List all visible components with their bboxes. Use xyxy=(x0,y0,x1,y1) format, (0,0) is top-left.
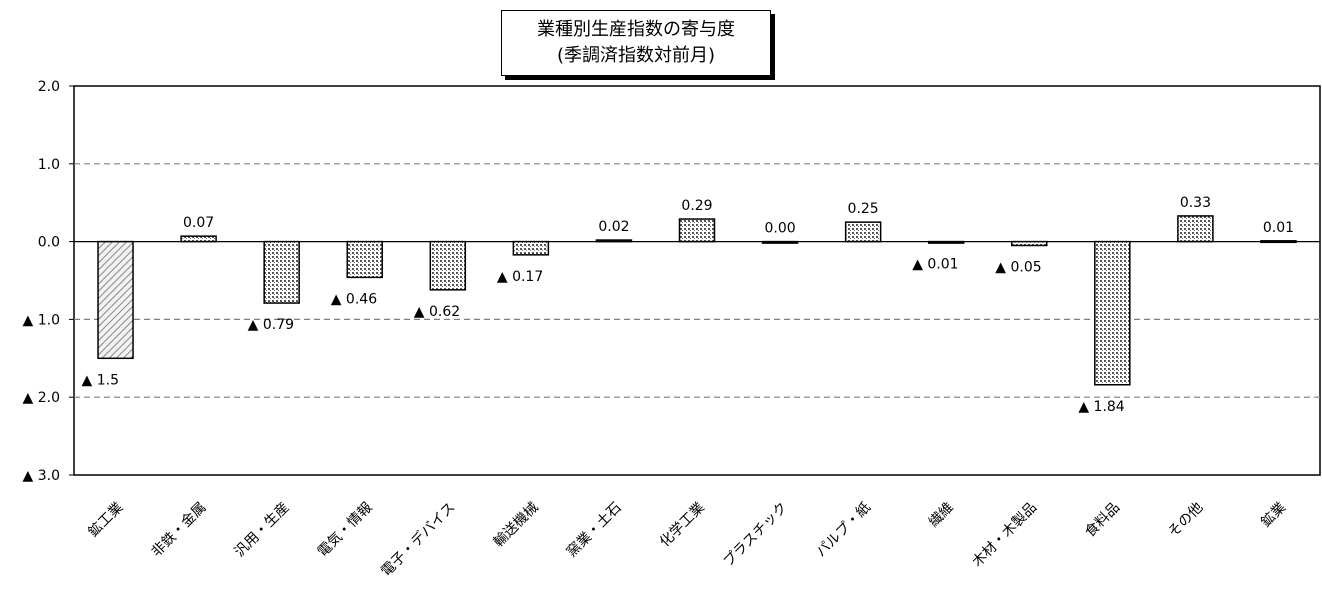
y-tick-label: ▲ 1.0 xyxy=(23,312,60,328)
data-label: 0.02 xyxy=(598,219,629,235)
category-label: 鉱業 xyxy=(1257,499,1289,531)
bar xyxy=(595,239,633,243)
chart-title: 業種別生産指数の寄与度 (季調済指数対前月) xyxy=(501,10,771,76)
category-label: 電気・情報 xyxy=(315,500,376,561)
data-label: ▲ 0.79 xyxy=(248,317,294,333)
y-tick-label: ▲ 3.0 xyxy=(23,468,60,484)
category-label: その他 xyxy=(1165,500,1206,541)
y-tick-label: 2.0 xyxy=(38,79,60,95)
category-label: 食料品 xyxy=(1081,499,1123,541)
chart-title-line-2: (季調済指数対前月) xyxy=(556,45,716,66)
data-label: ▲ 1.84 xyxy=(1078,399,1124,415)
data-label: 0.01 xyxy=(1263,220,1294,236)
data-label: 0.29 xyxy=(681,198,712,214)
bar xyxy=(1094,240,1131,386)
data-label: ▲ 1.5 xyxy=(82,372,119,388)
bar xyxy=(97,240,134,360)
category-label: 窯業・土石 xyxy=(563,499,625,561)
plot-area: 2.0 1.0 0.0 ▲ 1.0 ▲ 2.0 ▲ 3.0 ▲ 1.5 鉱工業 0.07 非鉄・金… xyxy=(23,79,1321,580)
bar xyxy=(1177,215,1214,243)
bar xyxy=(678,218,716,243)
y-tick-label: 1.0 xyxy=(38,157,60,173)
category-label: パルプ・紙 xyxy=(813,500,874,561)
data-label: ▲ 0.46 xyxy=(331,291,377,307)
category-label: 化学工業 xyxy=(657,500,708,551)
bar xyxy=(927,240,965,244)
bar xyxy=(346,240,383,279)
data-label: ▲ 0.17 xyxy=(497,269,543,285)
bar xyxy=(1260,240,1297,244)
category-label: 鉱工業 xyxy=(85,499,127,541)
category-label: 汎用・生産 xyxy=(232,500,293,561)
data-label: ▲ 0.05 xyxy=(995,259,1041,275)
data-label: ▲ 0.62 xyxy=(414,304,460,320)
category-label: 輸送機械 xyxy=(491,500,542,551)
bar xyxy=(761,240,799,244)
bar xyxy=(512,240,550,256)
category-label: 繊維 xyxy=(926,500,957,531)
bar xyxy=(844,221,882,243)
data-label: 0.25 xyxy=(848,201,879,217)
category-label: 木材・木製品 xyxy=(969,500,1040,571)
category-label: 非鉄・金属 xyxy=(149,500,210,561)
plot-border xyxy=(73,85,1321,476)
bar xyxy=(429,240,467,291)
data-label: 0.07 xyxy=(183,215,214,231)
data-label: 0.00 xyxy=(764,221,795,237)
bar xyxy=(180,235,217,243)
data-label: ▲ 0.01 xyxy=(912,256,958,272)
bar xyxy=(263,240,300,304)
bar xyxy=(1011,240,1048,247)
y-tick-label: 0.0 xyxy=(38,235,60,251)
category-label: プラスチック xyxy=(720,500,791,571)
data-label: 0.33 xyxy=(1180,195,1211,211)
y-tick-label: ▲ 2.0 xyxy=(23,390,60,406)
category-label: 電子・デバイス xyxy=(378,499,459,580)
chart-title-line-1: 業種別生産指数の寄与度 xyxy=(537,19,735,40)
